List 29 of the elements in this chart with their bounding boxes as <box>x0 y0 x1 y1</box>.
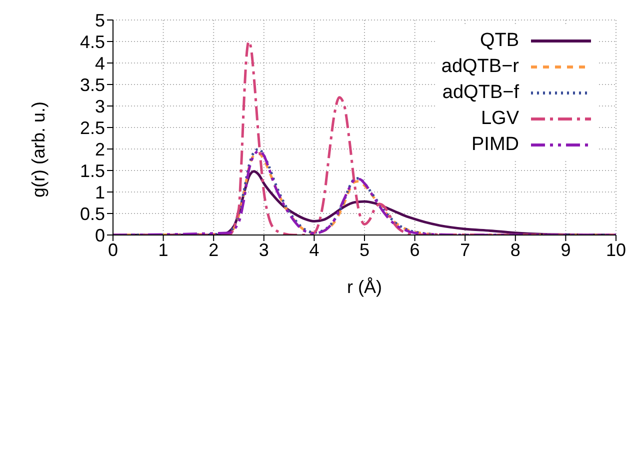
x-tick-label: 0 <box>108 240 118 260</box>
y-axis-title: g(r) (arb. u.) <box>28 101 48 198</box>
legend-label: PIMD <box>472 134 519 156</box>
x-tick-label: 6 <box>410 240 420 260</box>
y-tick-label: 3 <box>94 96 105 116</box>
y-tick-label: 2 <box>94 139 105 160</box>
y-tick-label: 0 <box>94 225 105 246</box>
y-tick-label: 4.5 <box>80 32 105 52</box>
x-tick-label: 10 <box>606 240 626 260</box>
legend-label: QTB <box>480 30 519 52</box>
x-axis-title: r (Å) <box>347 277 382 297</box>
x-tick-label: 3 <box>258 240 269 260</box>
y-tick-label: 2.5 <box>80 118 105 138</box>
y-tick-label: 3.5 <box>80 74 105 95</box>
x-tick-label: 1 <box>158 240 168 260</box>
x-tick-label: 7 <box>460 240 470 260</box>
x-tick-label: 8 <box>510 240 520 260</box>
x-tick-label: 9 <box>560 240 571 260</box>
y-tick-label: 1.5 <box>80 160 105 181</box>
x-tick-label: 2 <box>208 240 219 260</box>
y-tick-label: 4 <box>94 53 105 74</box>
x-tick-label: 5 <box>359 240 370 260</box>
legend-label: adQTB−r <box>441 56 519 78</box>
legend-label: LGV <box>480 108 519 130</box>
y-tick-label: 1 <box>94 182 105 202</box>
x-tick-label: 4 <box>309 240 320 260</box>
legend-label: adQTB−f <box>442 82 519 104</box>
y-tick-label: 5 <box>94 10 105 30</box>
y-tick-label: 0.5 <box>80 204 105 224</box>
